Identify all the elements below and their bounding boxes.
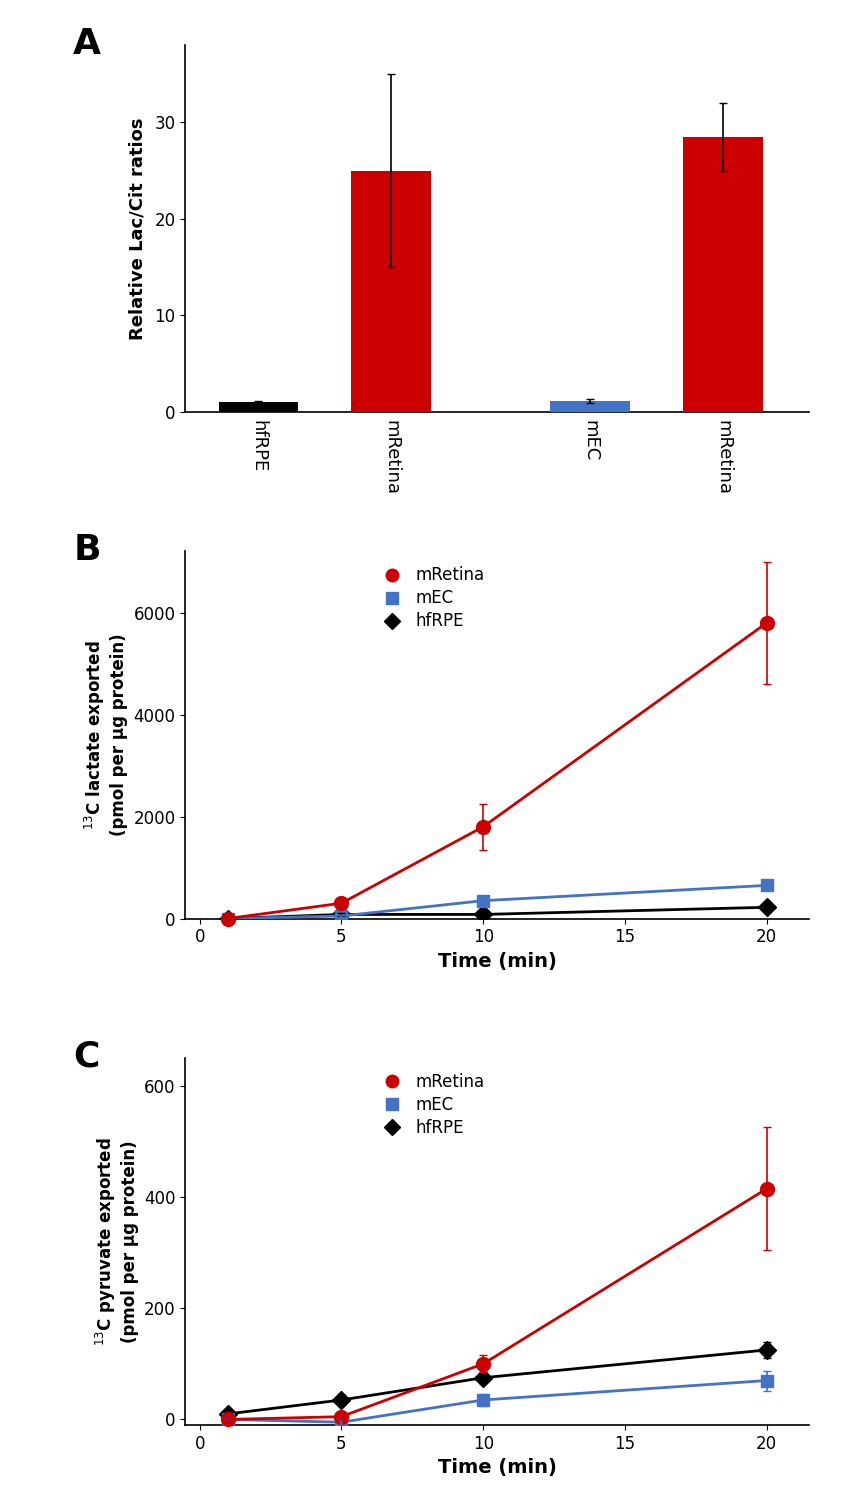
Bar: [352, 171, 431, 413]
Bar: [550, 402, 630, 412]
Text: C: C: [73, 1040, 99, 1074]
X-axis label: Time (min): Time (min): [438, 952, 557, 970]
Text: A: A: [73, 27, 101, 60]
Y-axis label: $^{13}$C pyruvate exported
(pmol per μg protein): $^{13}$C pyruvate exported (pmol per μg …: [94, 1137, 138, 1346]
Y-axis label: $^{13}$C lactate exported
(pmol per μg protein): $^{13}$C lactate exported (pmol per μg p…: [83, 633, 128, 837]
Text: B: B: [73, 532, 100, 567]
Bar: [218, 402, 298, 412]
X-axis label: Time (min): Time (min): [438, 1458, 557, 1478]
Legend: mRetina, mEC, hfRPE: mRetina, mEC, hfRPE: [368, 560, 491, 638]
Bar: [683, 136, 763, 413]
Y-axis label: Relative Lac/Cit ratios: Relative Lac/Cit ratios: [128, 117, 147, 340]
Legend: mRetina, mEC, hfRPE: mRetina, mEC, hfRPE: [368, 1066, 491, 1143]
